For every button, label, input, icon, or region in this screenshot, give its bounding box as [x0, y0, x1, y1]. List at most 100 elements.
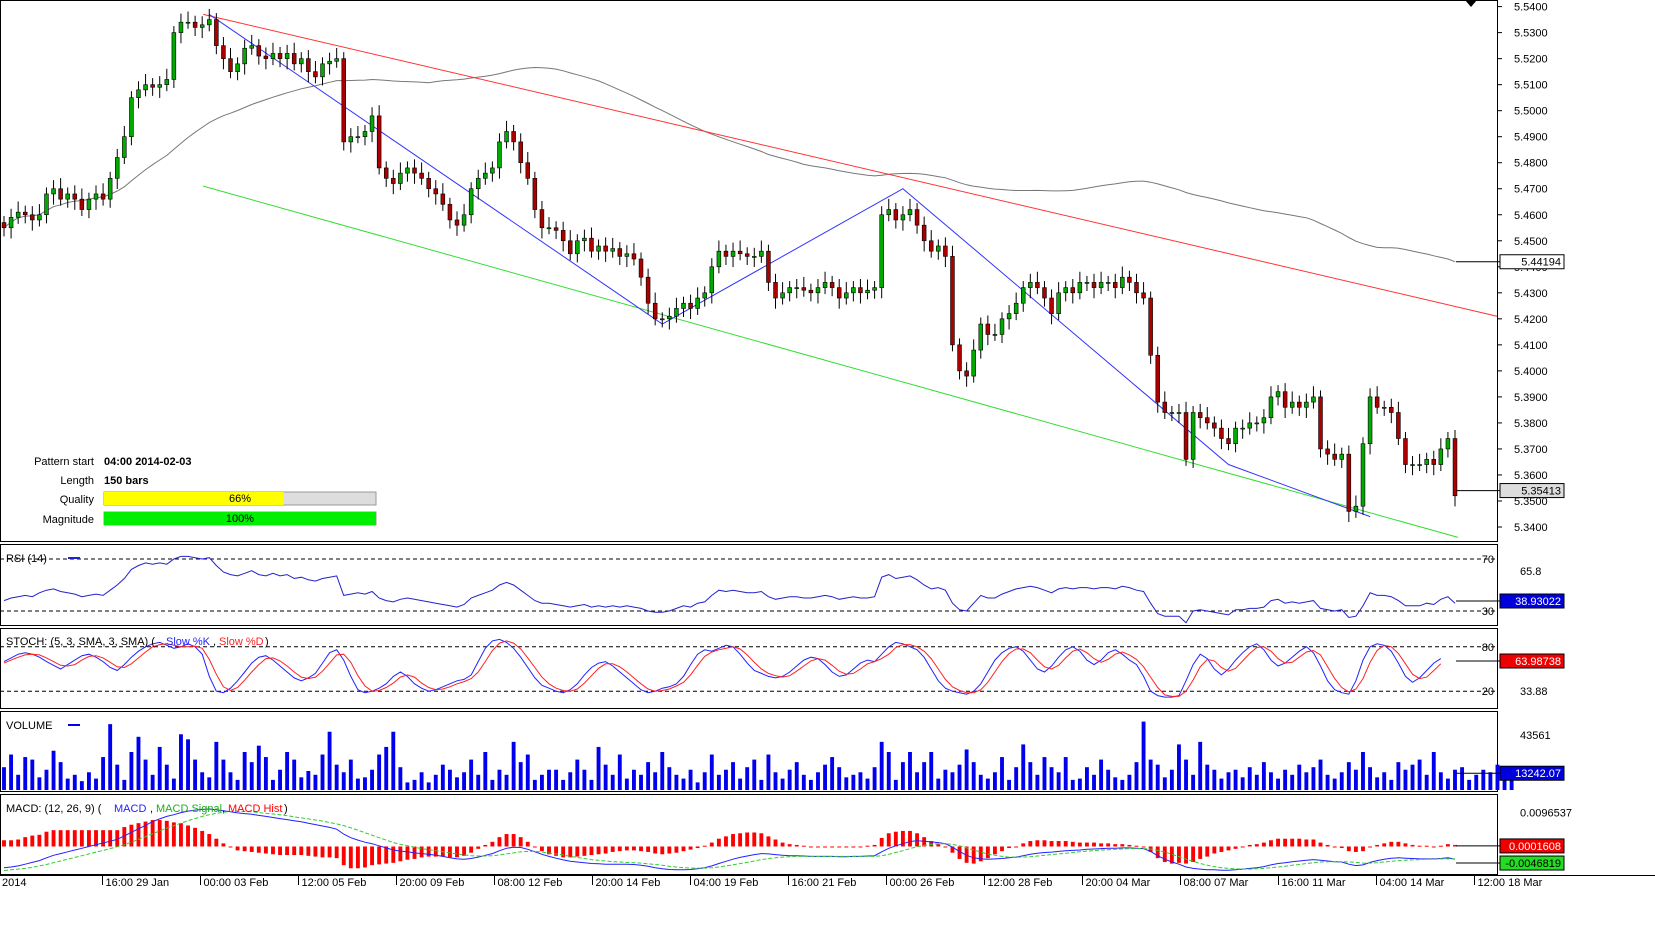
macd-hist-bar [348, 846, 353, 869]
macd-hist-bar [235, 846, 240, 851]
candle-bull [695, 297, 700, 309]
volume-bar [561, 779, 566, 790]
volume-bar [1417, 759, 1422, 790]
volume-bar [1247, 767, 1252, 790]
volume-bar [115, 764, 120, 790]
time-tick-label: 16:00 29 Jan [106, 877, 170, 889]
candle-bear [921, 224, 927, 242]
price-panel[interactable] [0, 0, 1498, 542]
volume-bar [971, 762, 976, 790]
time-tick-label: 08:00 07 Mar [1184, 877, 1249, 889]
pattern-start-label: Pattern start [34, 456, 94, 468]
macd-hist-bar [483, 844, 488, 847]
volume-bar [1148, 759, 1153, 790]
price-tick-label: 5.4200 [1514, 314, 1548, 326]
macd-hist-bar [1346, 846, 1351, 852]
macd-legend-sep2: , [222, 803, 225, 815]
volume-bar [1141, 721, 1146, 790]
macd-hist-bar [801, 845, 806, 847]
macd-hist-bar [136, 823, 141, 847]
volume-bar [256, 745, 261, 790]
candle-bear [568, 240, 573, 255]
volume-bar [879, 741, 884, 790]
volume-bar [1085, 767, 1089, 790]
volume-bar [278, 769, 282, 790]
volume-bar [1424, 774, 1429, 790]
volume-bar [108, 724, 113, 790]
volume-bar [405, 782, 410, 790]
volume-bar [426, 782, 431, 790]
macd-hist-bar [363, 846, 367, 868]
volume-title: VOLUME [6, 720, 52, 732]
volume-bar [490, 779, 495, 790]
candle-bull [1013, 302, 1019, 314]
macd-hist-bar [589, 846, 594, 856]
volume-bar [1056, 772, 1061, 790]
candle-bull [660, 318, 665, 321]
macd-hist-bar [1396, 841, 1401, 847]
stoch-panel[interactable] [0, 628, 1498, 709]
macd-hist-bar [716, 838, 721, 847]
candle-bull [1233, 427, 1238, 445]
volume-bar [179, 734, 183, 790]
macd-hist-bar [759, 833, 764, 847]
candle-bear [1431, 459, 1437, 465]
candle-bear [1452, 438, 1458, 497]
macd-hist-bar [1233, 846, 1238, 849]
candle-bear [1134, 282, 1139, 294]
macd-hist-bar [1431, 846, 1436, 848]
candle-bear [1396, 412, 1401, 439]
macd-hist-bar [1063, 841, 1068, 847]
price-tick-label: 5.3400 [1514, 522, 1548, 534]
volume-bar [1488, 772, 1493, 790]
candle-bear [744, 253, 750, 257]
candle-bear [829, 282, 835, 288]
macd-hist-tag-value: 0.0001608 [1509, 841, 1561, 853]
macd-hist-bar [971, 846, 976, 864]
macd-hist-bar [1035, 840, 1040, 847]
candle-bear [426, 178, 431, 190]
candle-bear [433, 188, 438, 195]
candle-bull [1261, 417, 1267, 424]
macd-hist-bar [1184, 846, 1188, 864]
macd-hist-bar [794, 844, 799, 847]
candle-bull [907, 209, 913, 216]
rsi-level-label: 30 [1482, 606, 1494, 618]
candle-bear [1070, 287, 1076, 294]
stoch-d-line [3, 640, 1442, 697]
candle-bull [1247, 422, 1252, 429]
volume-bar [476, 774, 481, 790]
candle-bull [1056, 292, 1061, 314]
rsi-panel[interactable] [0, 544, 1498, 626]
candle-bear [1389, 407, 1394, 413]
volume-bar [1339, 772, 1344, 790]
price-tick-label: 5.5000 [1514, 106, 1548, 118]
volume-bar [164, 764, 169, 790]
volume-bar [1000, 757, 1004, 790]
volume-bars [2, 721, 1514, 790]
scroll-arrow-icon[interactable] [1465, 0, 1477, 7]
volume-bar [16, 774, 21, 790]
macd-hist-bar [384, 846, 389, 864]
candle-bull [1360, 443, 1366, 507]
macd-hist-bar [1014, 846, 1019, 848]
macd-hist-bar [908, 830, 912, 847]
volume-bar [1445, 778, 1450, 790]
candle-bear [341, 58, 346, 143]
candle-bear [1226, 438, 1231, 445]
length-value: 150 bars [104, 475, 149, 487]
candle-bear [1205, 417, 1210, 424]
volume-bar [1127, 774, 1132, 790]
time-axis: 2014 16:00 29 Jan 00:00 03 Feb 12:00 05 Feb… [2, 875, 1543, 889]
candle-bull [8, 217, 14, 229]
price-tick-label: 5.3900 [1514, 392, 1548, 404]
macd-hist-bar [547, 846, 551, 855]
volume-bar [766, 754, 771, 790]
macd-hist-bar [1311, 839, 1316, 847]
candle-bear [532, 178, 538, 210]
stoch-level-label: 20 [1482, 686, 1494, 698]
volume-bar [497, 769, 502, 790]
volume-bar [1184, 759, 1188, 790]
volume-bar [483, 752, 488, 790]
magnitude-value: 100% [226, 513, 254, 525]
